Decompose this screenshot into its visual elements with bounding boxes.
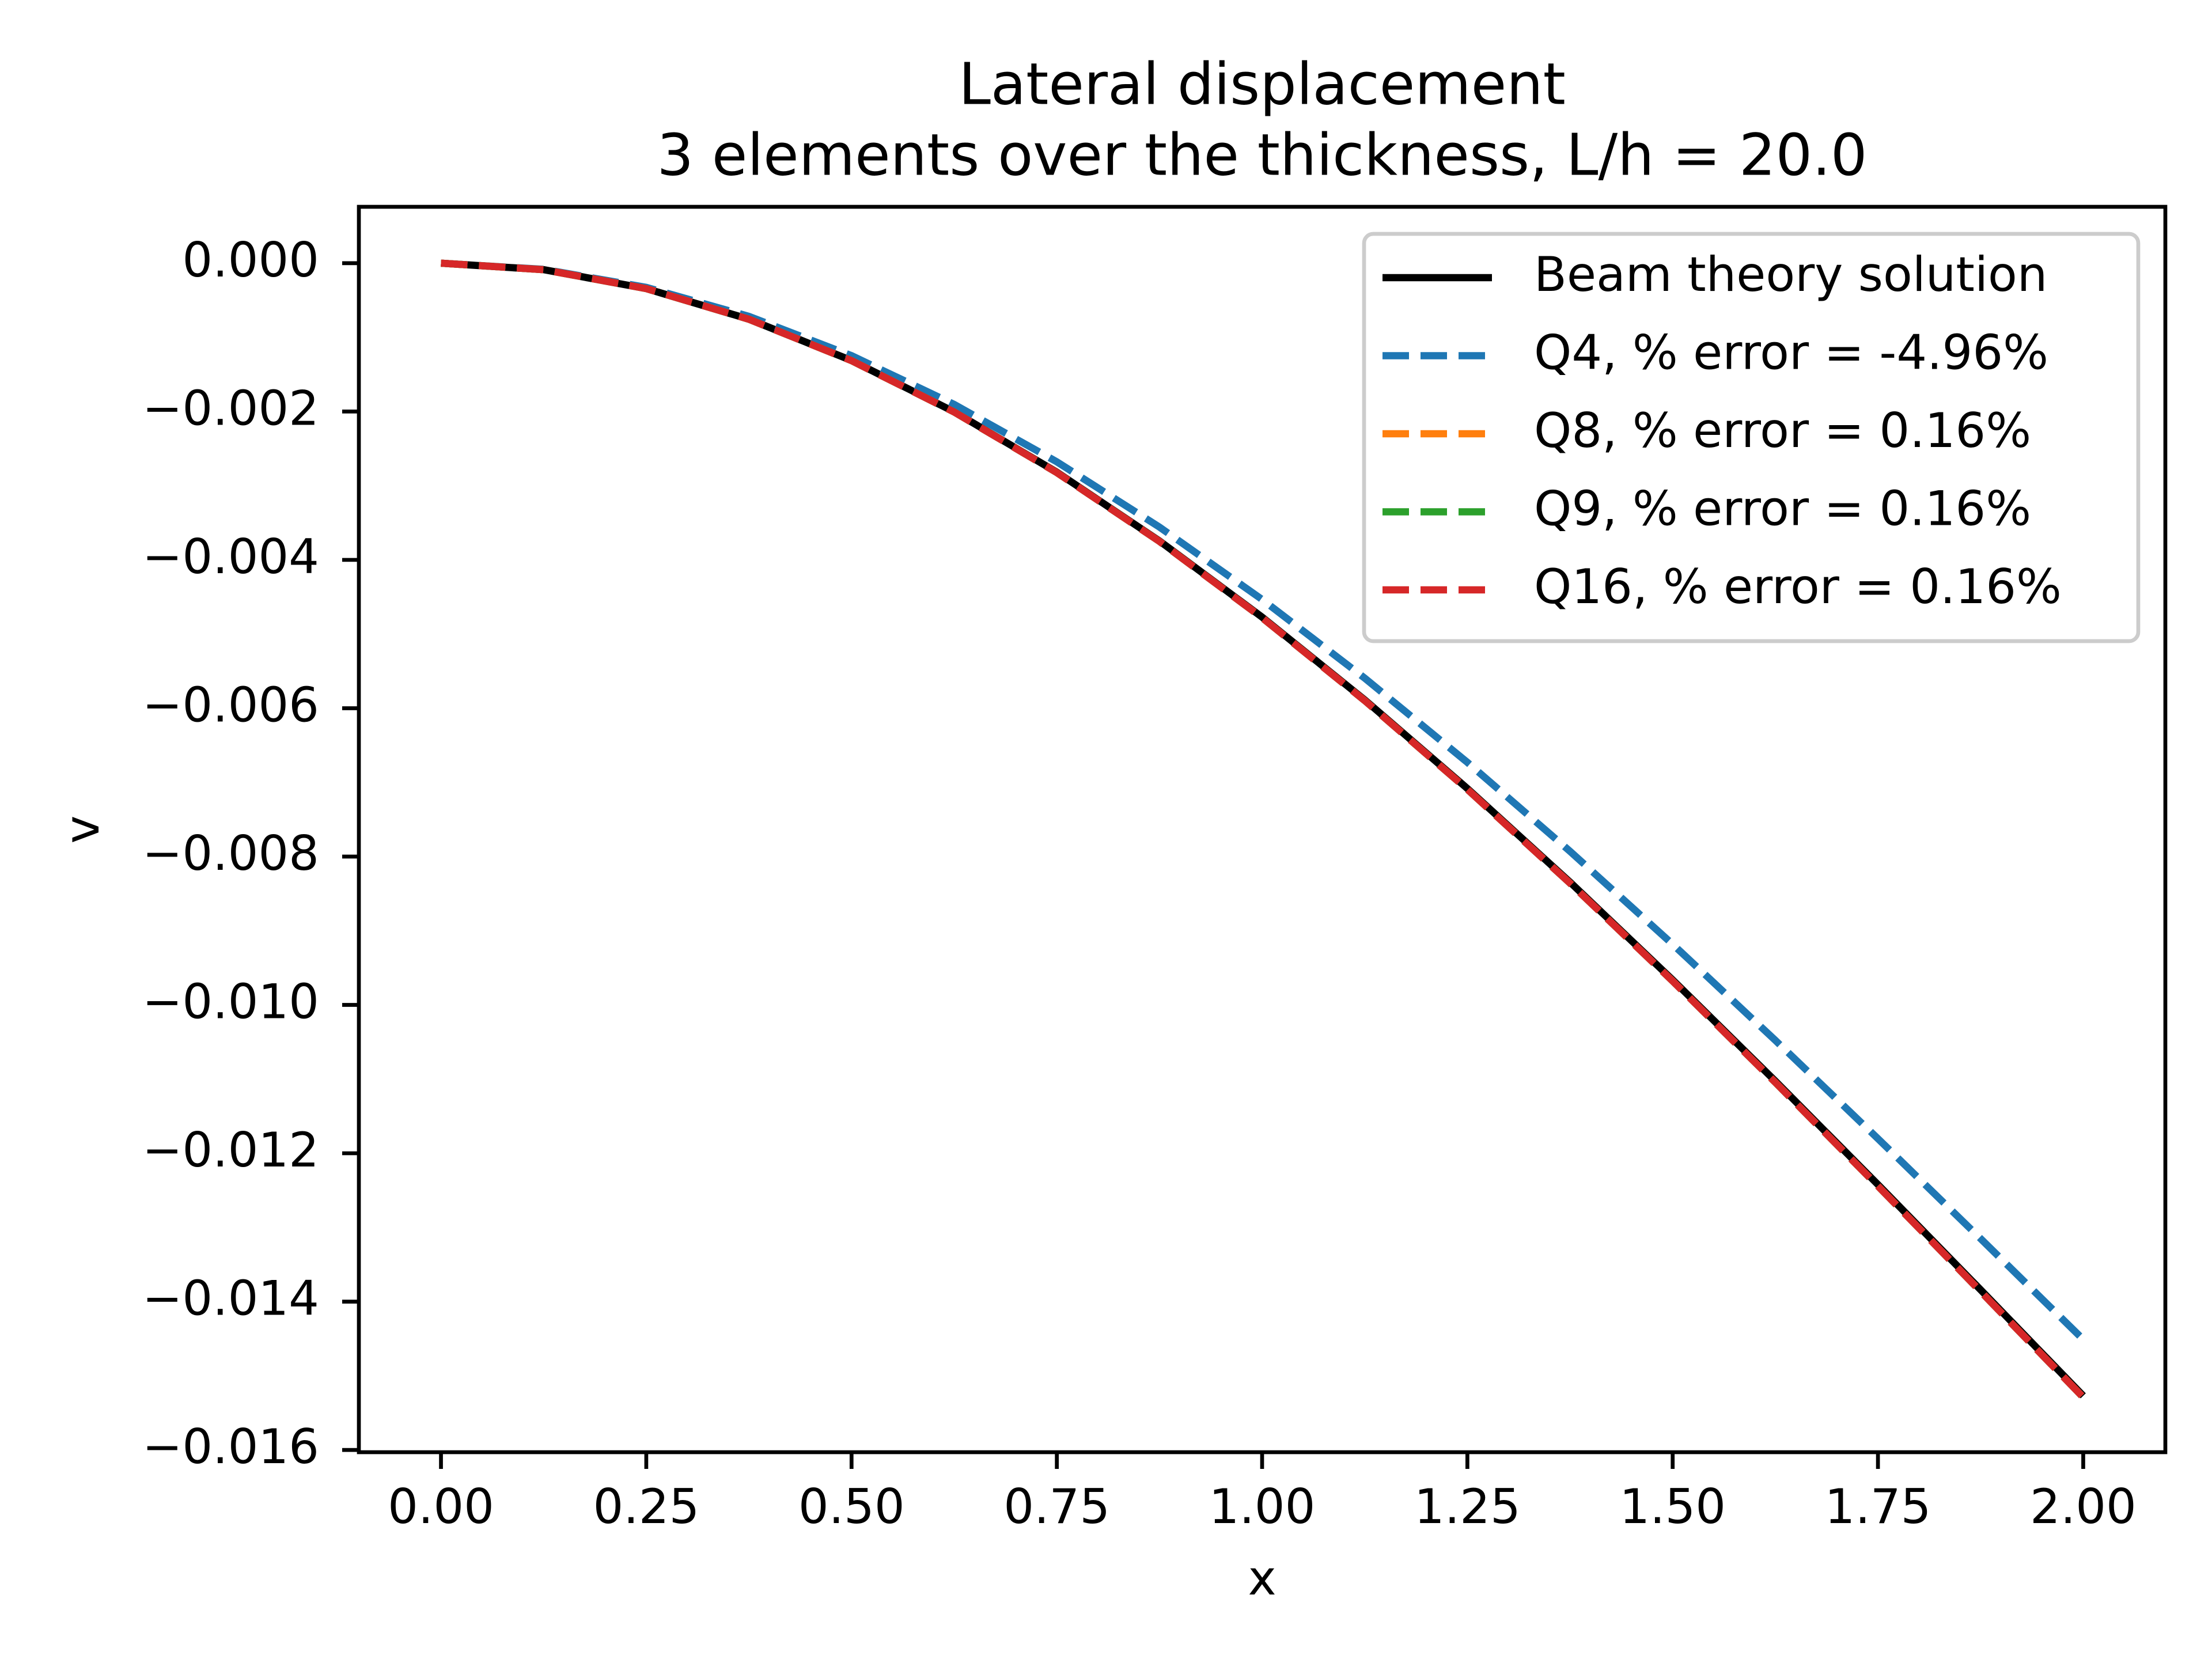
x-tick-label: 0.00 bbox=[388, 1479, 494, 1535]
x-tick-label: 0.75 bbox=[1003, 1479, 1110, 1535]
y-tick-label: −0.002 bbox=[142, 380, 319, 436]
y-tick-label: −0.014 bbox=[142, 1271, 319, 1327]
chart-title: Lateral displacement bbox=[959, 50, 1566, 118]
x-tick-label: 2.00 bbox=[2030, 1479, 2137, 1535]
x-tick-label: 1.50 bbox=[1619, 1479, 1726, 1535]
y-tick-label: 0.000 bbox=[182, 232, 319, 288]
legend-label: Q16, % error = 0.16% bbox=[1534, 559, 2062, 615]
legend-label: Beam theory solution bbox=[1534, 247, 2047, 302]
y-tick-label: −0.016 bbox=[142, 1419, 319, 1475]
axes-frame bbox=[357, 204, 2168, 1455]
legend-box bbox=[1362, 232, 2141, 643]
y-axis-label: v bbox=[54, 815, 110, 843]
legend-label: Q8, % error = 0.16% bbox=[1534, 403, 2031, 459]
x-tick-label: 0.25 bbox=[593, 1479, 700, 1535]
chart-subtitle: 3 elements over the thickness, L/h = 20.… bbox=[657, 121, 1867, 188]
y-tick-label: −0.012 bbox=[142, 1122, 319, 1178]
x-tick-label: 1.00 bbox=[1209, 1479, 1316, 1535]
legend-label: Q4, % error = -4.96% bbox=[1534, 324, 2048, 380]
series-line bbox=[441, 259, 2086, 1400]
legend-label: Q9, % error = 0.16% bbox=[1534, 480, 2031, 536]
x-axis-label: x bbox=[1248, 1550, 1276, 1606]
y-tick-label: −0.010 bbox=[142, 974, 319, 1029]
x-tick-label: 1.75 bbox=[1825, 1479, 1931, 1535]
y-tick-label: −0.006 bbox=[142, 677, 319, 733]
y-tick-label: −0.004 bbox=[142, 529, 319, 585]
y-tick-label: −0.008 bbox=[142, 825, 319, 881]
x-tick-label: 0.50 bbox=[798, 1479, 905, 1535]
x-tick-label: 1.25 bbox=[1414, 1479, 1521, 1535]
